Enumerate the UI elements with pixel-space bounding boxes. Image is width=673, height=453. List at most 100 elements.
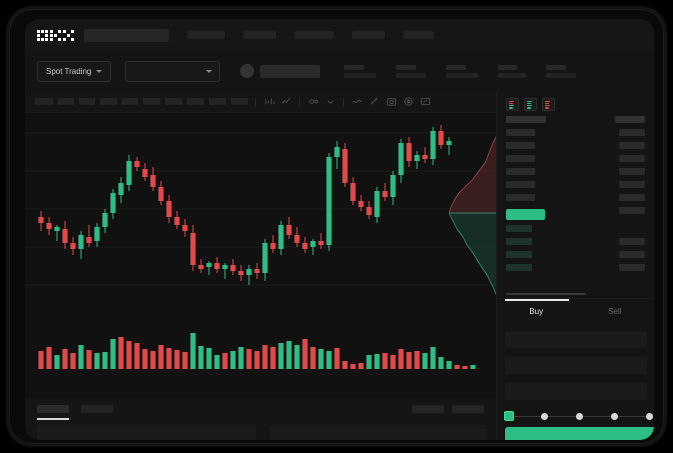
interval-chip-1[interactable] [35,98,53,105]
bottom-action-1[interactable] [412,405,444,413]
current-pair-display[interactable] [240,64,321,78]
orderbook-mode-both[interactable] [506,98,519,111]
volume-bar [102,352,108,369]
volume-bar [262,345,268,369]
interval-chip-7[interactable] [165,98,182,105]
mode-bar [508,105,515,107]
global-search-input[interactable] [84,28,169,42]
order-book-ask-size [619,155,645,162]
order-book-last-size [619,207,645,214]
nav-item-1[interactable] [187,31,225,39]
ticker-stat-1 [344,64,377,78]
bottom-tab-order-history[interactable] [81,405,113,413]
nav-item-5[interactable] [403,31,434,39]
candle [254,263,260,279]
interval-chip-10[interactable] [231,98,248,105]
bottom-action-2[interactable] [452,405,484,413]
order-book-ask-row[interactable] [506,168,535,175]
order-book-scrollbar[interactable] [506,293,586,295]
volume-bar [126,341,132,369]
candle [286,217,292,239]
interval-chip-2[interactable] [58,98,74,105]
interval-chip-4[interactable] [100,98,117,105]
wave-icon[interactable] [351,96,363,108]
candle [102,209,108,233]
nav-item-2[interactable] [243,31,276,39]
indicator-icon[interactable] [307,96,319,108]
volume-bar [238,347,244,369]
candle [62,221,68,249]
stat-label [396,64,417,70]
volume-bar [454,365,460,369]
trading-mode-selector[interactable]: Spot Trading [37,60,112,82]
order-book-bid-row[interactable] [506,225,532,232]
order-book-ask-row[interactable] [506,155,535,162]
candle [150,167,156,191]
volume-bar [174,350,180,369]
order-price-field[interactable] [505,331,647,348]
orderbook-mode-bids[interactable] [524,98,537,111]
volume-bar [230,351,236,369]
interval-chip-5[interactable] [122,98,138,105]
bottom-tab-open-orders[interactable] [37,405,69,413]
interval-chip-6[interactable] [143,98,160,105]
candlestick-icon[interactable] [263,96,275,108]
volume-bar [302,339,308,369]
mode-bar [526,105,533,107]
order-book-ask-row[interactable] [506,181,535,188]
candle [438,125,444,149]
okx-logo[interactable] [37,29,74,41]
settings-icon[interactable] [402,96,414,108]
mode-bar [526,102,531,104]
price-candlestick-chart[interactable] [25,113,496,303]
mode-bar [544,100,551,102]
ticker-stats-group [344,64,577,78]
volume-bar [206,348,212,369]
order-book-bid-row[interactable] [506,238,532,245]
candle [134,157,140,171]
order-book-bid-row[interactable] [506,264,532,271]
volume-bar [46,347,52,369]
interval-chip-9[interactable] [209,98,226,105]
tab-sell[interactable]: Sell [608,306,622,316]
ticker-stat-2 [396,64,427,78]
top-navigation-bar [25,19,654,51]
candle [358,195,364,211]
candle [326,153,332,251]
chevron-down-icon[interactable] [324,96,336,108]
interval-chip-8[interactable] [187,98,204,105]
app-screen: Spot Trading [25,19,654,440]
fullscreen-icon[interactable] [419,96,431,108]
volume-bar [446,361,452,369]
ruler-icon[interactable] [368,96,380,108]
order-book-ask-row[interactable] [506,194,535,201]
order-book-bid-row[interactable] [506,251,532,258]
candlestick-series [25,125,496,286]
order-book-ask-row[interactable] [506,142,535,149]
volume-bar [318,349,324,369]
nav-item-4[interactable] [352,31,385,39]
interval-chip-3[interactable] [79,98,95,105]
nav-item-3[interactable] [294,31,334,39]
trading-pair-selector[interactable] [125,60,221,82]
slider-handle[interactable] [504,411,514,421]
slider-node-50[interactable] [575,412,583,420]
slider-node-75[interactable] [610,412,618,420]
volume-histogram[interactable] [25,303,496,399]
order-amount-slider[interactable] [504,411,653,421]
coin-avatar-icon [240,64,255,78]
place-order-button[interactable] [505,427,654,440]
order-book-ask-row[interactable] [506,129,535,136]
line-chart-icon[interactable] [280,96,292,108]
volume-bar [54,355,60,369]
volume-bar [390,355,396,369]
order-amount-field[interactable] [505,357,647,374]
candle [38,211,44,231]
orderbook-mode-asks[interactable] [542,98,555,111]
order-side-tabs: Buy Sell [497,299,654,323]
camera-icon[interactable] [385,96,397,108]
tab-buy[interactable]: Buy [529,306,544,316]
slider-node-25[interactable] [540,412,548,420]
order-total-field[interactable] [505,383,647,400]
slider-node-100[interactable] [645,412,653,420]
